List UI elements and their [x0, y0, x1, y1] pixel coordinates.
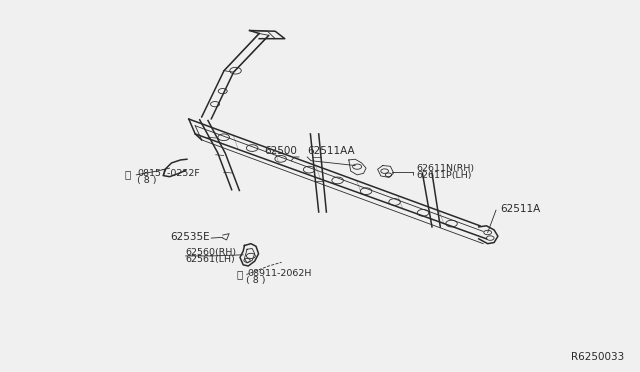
Text: R6250033: R6250033 — [571, 352, 624, 362]
Text: 62611N(RH): 62611N(RH) — [416, 164, 474, 173]
Text: Ⓑ: Ⓑ — [125, 169, 131, 179]
Text: 62535E: 62535E — [170, 232, 210, 242]
Text: 62561(LH): 62561(LH) — [186, 255, 236, 264]
Text: 62511A: 62511A — [500, 205, 541, 214]
Text: ( 8 ): ( 8 ) — [246, 276, 266, 285]
Text: 62500: 62500 — [265, 146, 298, 156]
Text: 62511AA: 62511AA — [307, 146, 355, 156]
Text: 62560(RH): 62560(RH) — [186, 248, 237, 257]
Text: 08911-2062H: 08911-2062H — [247, 269, 312, 278]
Text: 62611P(LH): 62611P(LH) — [416, 171, 472, 180]
Text: ( 8 ): ( 8 ) — [138, 176, 157, 185]
Text: 08157-0252F: 08157-0252F — [138, 169, 200, 178]
Text: Ⓝ: Ⓝ — [236, 269, 243, 279]
